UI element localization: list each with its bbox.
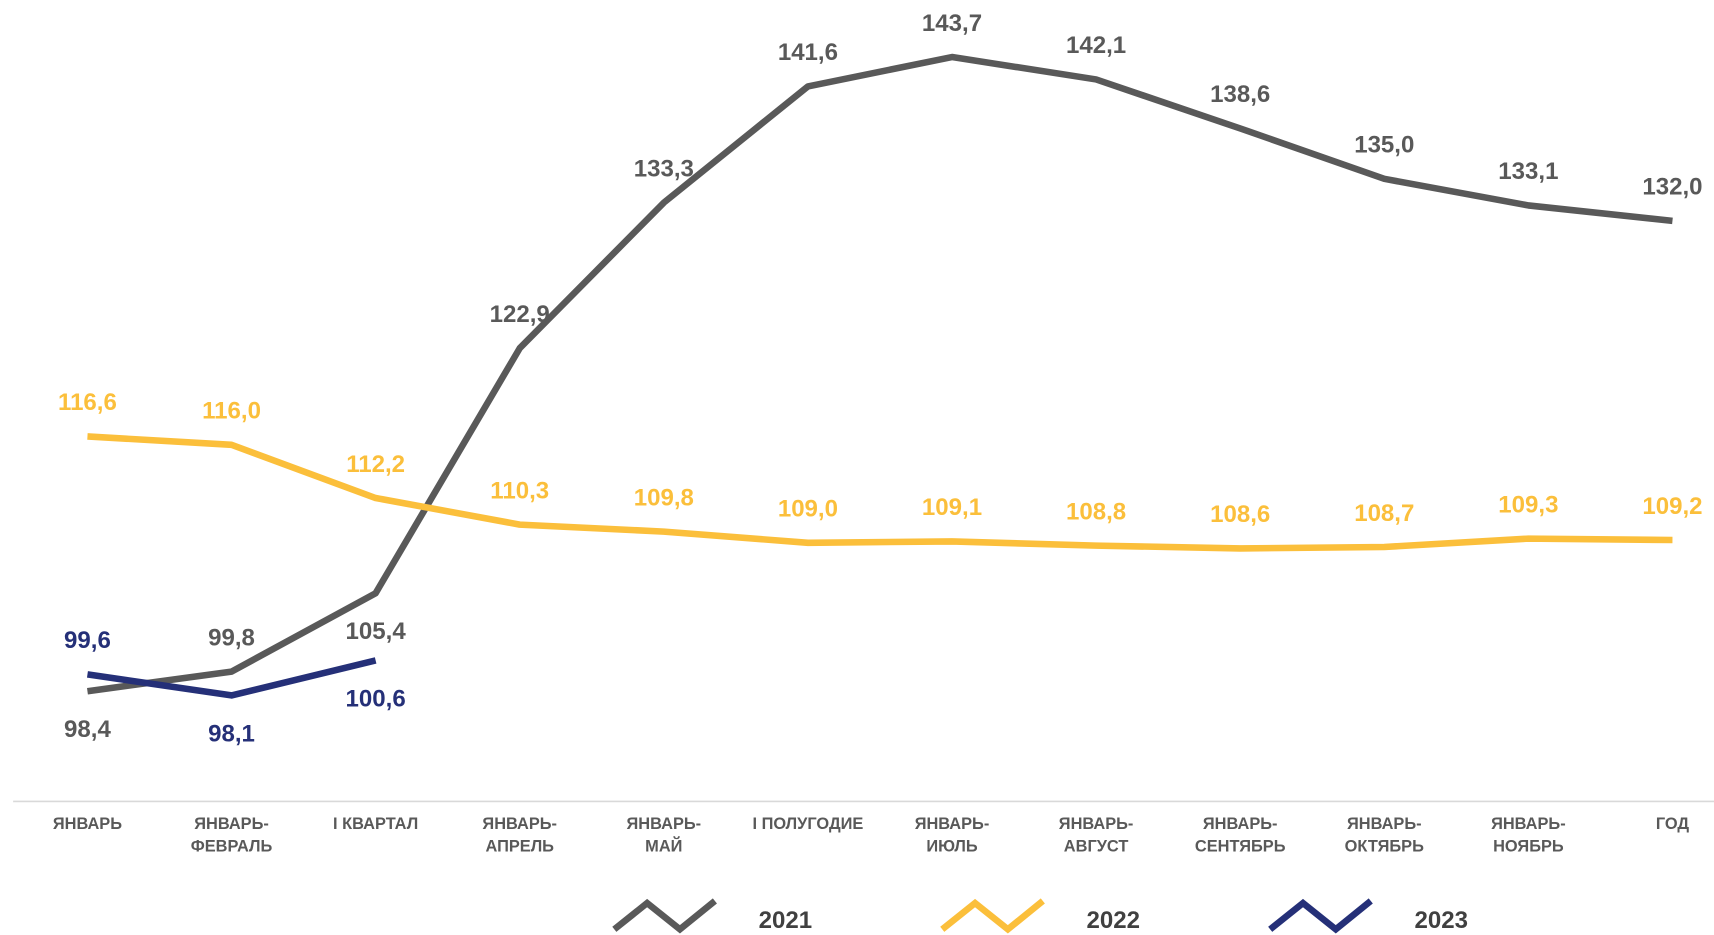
legend-label: 2021 bbox=[759, 907, 812, 934]
data-label: 98,1 bbox=[208, 720, 255, 747]
data-label: 105,4 bbox=[346, 618, 407, 645]
legend-swatch bbox=[1268, 898, 1373, 934]
x-tick-label: ЯНВАРЬ-АВГУСТ bbox=[1059, 815, 1134, 856]
data-label: 133,3 bbox=[634, 155, 694, 182]
data-label: 109,2 bbox=[1642, 493, 1702, 520]
x-tick-label: ЯНВАРЬ-АПРЕЛЬ bbox=[482, 815, 557, 856]
x-tick-label: I ПОЛУГОДИЕ bbox=[752, 815, 863, 833]
series-line bbox=[87, 433, 1673, 552]
data-label: 142,1 bbox=[1066, 32, 1126, 59]
data-label: 109,8 bbox=[634, 484, 694, 511]
x-tick-label: ЯНВАРЬ-НОЯБРЬ bbox=[1491, 815, 1566, 856]
legend-label: 2022 bbox=[1087, 907, 1140, 934]
series-line bbox=[87, 53, 1673, 695]
data-label: 135,0 bbox=[1354, 132, 1414, 159]
data-label: 138,6 bbox=[1210, 81, 1270, 108]
data-label: 132,0 bbox=[1642, 174, 1702, 201]
data-label: 110,3 bbox=[490, 477, 549, 504]
data-label: 112,2 bbox=[346, 451, 405, 478]
x-tick-label: ЯНВАРЬ-ИЮЛЬ bbox=[915, 815, 990, 856]
data-label: 108,6 bbox=[1210, 501, 1270, 528]
data-label: 109,0 bbox=[778, 496, 838, 523]
data-label: 143,7 bbox=[922, 10, 982, 37]
data-label: 99,8 bbox=[208, 624, 255, 651]
data-label: 133,1 bbox=[1498, 158, 1558, 185]
x-tick-label: ЯНВАРЬ-СЕНТЯБРЬ bbox=[1195, 815, 1286, 856]
legend-swatch bbox=[612, 898, 717, 934]
data-label: 108,8 bbox=[1066, 498, 1126, 525]
data-label: 116,0 bbox=[202, 398, 261, 425]
data-label: 116,6 bbox=[58, 389, 117, 416]
data-label: 141,6 bbox=[778, 39, 838, 66]
data-label: 122,9 bbox=[490, 301, 550, 328]
data-label: 109,3 bbox=[1498, 491, 1558, 518]
legend-swatch bbox=[940, 898, 1045, 934]
x-tick-label: ЯНВАРЬ bbox=[53, 815, 122, 833]
x-tick-label: ЯНВАРЬ-ОКТЯБРЬ bbox=[1345, 815, 1424, 856]
x-tick-label: ЯНВАРЬ-ФЕВРАЛЬ bbox=[191, 815, 273, 856]
x-tick-label: ЯНВАРЬ-МАЙ bbox=[627, 815, 702, 856]
x-tick-label: ГОД bbox=[1656, 815, 1690, 833]
data-label: 108,7 bbox=[1354, 500, 1414, 527]
legend-label: 2023 bbox=[1414, 907, 1467, 934]
data-label: 109,1 bbox=[922, 494, 982, 521]
data-label: 98,4 bbox=[64, 716, 111, 743]
x-tick-label: I КВАРТАЛ bbox=[333, 815, 418, 833]
data-label: 100,6 bbox=[346, 685, 406, 712]
data-label: 99,6 bbox=[64, 627, 111, 654]
series-line bbox=[86, 657, 377, 699]
